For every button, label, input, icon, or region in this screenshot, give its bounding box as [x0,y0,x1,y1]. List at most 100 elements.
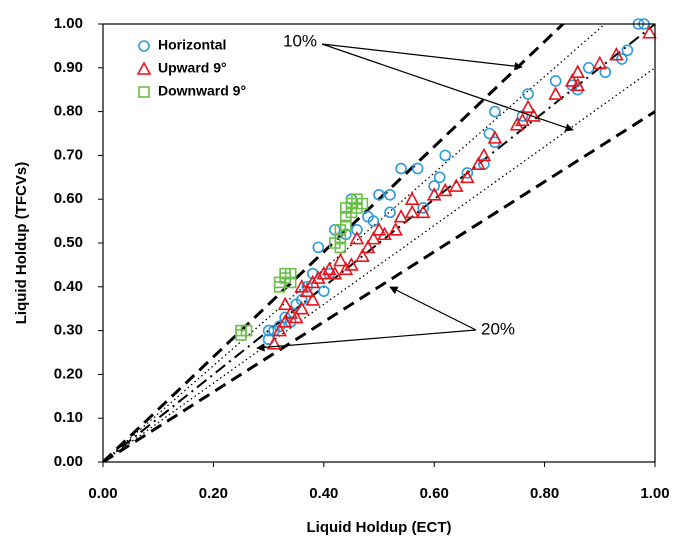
legend-marker [136,61,152,75]
x-tick-label: 0.80 [530,485,559,502]
point [522,88,534,100]
x-tick-label: 0.00 [88,485,117,502]
legend-marker [138,86,150,98]
point [240,324,253,337]
point [283,305,299,319]
point [262,324,275,337]
y-tick-label: 0.40 [54,278,83,295]
point [417,202,429,214]
y-tick-label: 0.10 [54,409,83,426]
y-axis-label: Liquid Holdup (TFCVs) [13,162,30,324]
point [548,86,563,100]
point [377,226,392,241]
point [476,147,492,162]
point [461,167,474,179]
reference-line [103,67,655,462]
point [284,267,297,280]
point [273,280,286,293]
point [609,46,624,61]
y-tick-label: 0.60 [54,190,83,207]
point [277,314,293,328]
point [621,44,634,57]
annotation: 10% [283,31,317,50]
annotation-arrow [321,43,523,71]
legend-label: Downward 9° [158,83,246,99]
point [437,182,453,197]
y-tick-label: 0.20 [54,365,83,382]
annotation-arrow [256,329,477,352]
y-tick-label: 0.50 [54,234,83,251]
point [294,279,310,293]
point [349,230,365,245]
point [411,162,424,175]
x-tick-label: 0.20 [199,485,228,502]
point [351,193,363,205]
point [404,191,420,205]
y-tick-label: 0.90 [54,59,83,76]
point [277,296,293,311]
point [393,209,409,223]
reference-line [103,110,655,462]
point [316,265,332,280]
point [459,169,475,184]
point [487,130,503,144]
point [312,241,325,254]
point [509,117,525,131]
point [305,274,321,289]
point [266,336,282,350]
annotation: 20% [481,319,515,338]
point [373,189,385,201]
point [305,292,321,306]
point [384,206,396,219]
annotation-arrow [321,43,574,132]
point [340,219,352,232]
point [448,178,464,192]
point [338,261,354,276]
point [515,112,530,127]
y-tick-label: 0.30 [54,322,83,339]
x-axis-label: Liquid Holdup (ECT) [307,519,452,536]
y-tick-label: 0.80 [54,103,83,120]
point [570,64,586,78]
point [366,230,381,245]
point [344,257,359,271]
point [360,239,376,254]
point [294,301,310,315]
point [333,252,348,267]
point [288,309,304,324]
point [642,25,657,39]
point [489,105,501,118]
y-tick-label: 0.70 [54,146,83,163]
point [351,224,363,236]
legend-label: Horizontal [158,37,226,53]
point [426,187,442,201]
point [582,62,595,74]
point [520,99,536,114]
legend-label: Upward 9° [158,60,227,76]
point [317,285,330,297]
point [299,283,315,297]
reference-line [103,24,606,462]
y-tick-label: 0.00 [54,453,83,470]
point [272,322,287,337]
point [395,162,407,175]
point [549,75,562,87]
point [355,248,370,262]
point [428,180,441,192]
point [570,77,586,92]
x-tick-label: 0.60 [420,485,449,502]
points [235,18,657,350]
point [433,171,446,184]
point [321,261,337,276]
y-tick-label: 1.00 [54,15,83,32]
point [404,204,420,219]
reference-line [103,24,655,462]
point [284,276,297,289]
point [388,222,403,236]
point [334,241,347,254]
legend-marker [138,40,150,52]
point [371,222,387,236]
x-tick-label: 1.00 [640,485,669,502]
point [334,232,347,245]
